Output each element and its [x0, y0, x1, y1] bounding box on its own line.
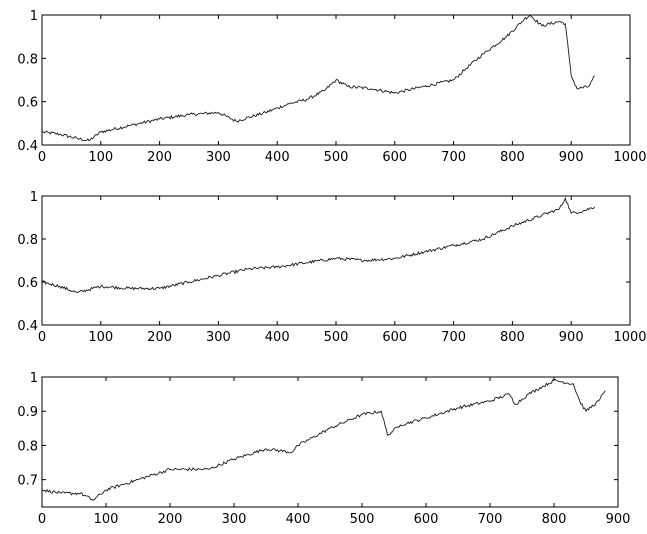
x-tick-label: 800: [542, 512, 567, 527]
x-tick-label: 300: [206, 150, 231, 165]
x-tick-label: 1000: [613, 330, 646, 345]
x-tick-label: 0: [38, 512, 46, 527]
x-tick-label: 400: [265, 150, 290, 165]
subplot-2: 0 100 200 300 400 500 600 700 800 900 1000 0.4 0.6 0.…: [17, 190, 646, 345]
x-tick-label: 100: [88, 330, 113, 345]
y-tick-label: 0.6: [17, 96, 38, 111]
x-tick-label: 100: [88, 150, 113, 165]
x-tick-label: 300: [222, 512, 247, 527]
y-tick-label: 1: [30, 190, 38, 205]
subplot-1: 0 100 200 300 400 500 600 700 800 900 1000 0.4 0.6 0.…: [17, 9, 646, 165]
x-tick-label: 800: [500, 150, 525, 165]
y-tick-label: 0.6: [17, 276, 38, 291]
y-tick-label: 1: [30, 9, 38, 24]
y-tick-label: 0.8: [17, 439, 38, 454]
x-tick-label: 500: [350, 512, 375, 527]
x-tick-label: 300: [206, 330, 231, 345]
x-tick-label: 0: [38, 330, 46, 345]
x-tick-label: 600: [382, 330, 407, 345]
y-tick-label: 0.8: [17, 233, 38, 248]
x-tick-label: 500: [324, 150, 349, 165]
y-tick-label: 0.8: [17, 52, 38, 67]
x-tick-label: 800: [500, 330, 525, 345]
x-tick-label: 600: [382, 150, 407, 165]
x-tick-label: 200: [147, 150, 172, 165]
x-tick-label: 700: [441, 330, 466, 345]
plot-area-frame: [41, 376, 619, 508]
x-tick-label: 700: [478, 512, 503, 527]
x-tick-label: 200: [158, 512, 183, 527]
x-tick-label: 700: [441, 150, 466, 165]
y-tick-label: 0.9: [17, 405, 38, 420]
x-tick-label: 200: [147, 330, 172, 345]
series-line: [41, 378, 606, 501]
x-tick-label: 0: [38, 150, 46, 165]
subplot-3: 0 100 200 300 400 500 600 700 800 900 0.7 0.8 0.9 1: [17, 371, 630, 527]
x-tick-label: 900: [559, 150, 584, 165]
y-tick-label: 1: [30, 371, 38, 386]
y-tick-label: 0.4: [17, 139, 38, 154]
x-tick-label: 400: [286, 512, 311, 527]
x-tick-label: 100: [94, 512, 119, 527]
x-tick-label: 900: [559, 330, 584, 345]
series-line: [41, 14, 595, 142]
y-tick-label: 0.7: [17, 474, 38, 489]
series-line: [41, 196, 596, 294]
x-tick-label: 1000: [613, 150, 646, 165]
y-tick-label: 0.4: [17, 319, 38, 334]
x-tick-label: 500: [324, 330, 349, 345]
x-tick-label: 400: [265, 330, 290, 345]
x-tick-label: 900: [606, 512, 631, 527]
x-tick-label: 600: [414, 512, 439, 527]
